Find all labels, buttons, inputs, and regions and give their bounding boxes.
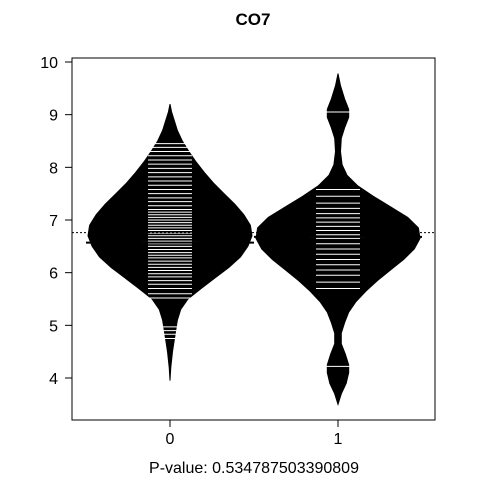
means-layer: [86, 235, 422, 244]
observations-layer: [148, 111, 360, 367]
bean-1: [255, 73, 421, 406]
x-tick-label-0: 0: [166, 431, 175, 448]
y-tick-label-9: 9: [49, 108, 58, 125]
y-axis: 4 5 6 7 8 9 10: [40, 55, 73, 388]
y-tick-label-7: 7: [49, 213, 58, 230]
y-tick-label-8: 8: [49, 160, 58, 177]
y-tick-label-4: 4: [49, 371, 58, 388]
y-tick-label-10: 10: [40, 55, 58, 72]
x-tick-label-1: 1: [334, 431, 343, 448]
y-tick-label-5: 5: [49, 318, 58, 335]
chart-title: CO7: [236, 10, 271, 29]
y-tick-label-6: 6: [49, 266, 58, 283]
p-value-caption: P-value: 0.534787503390809: [149, 460, 359, 477]
